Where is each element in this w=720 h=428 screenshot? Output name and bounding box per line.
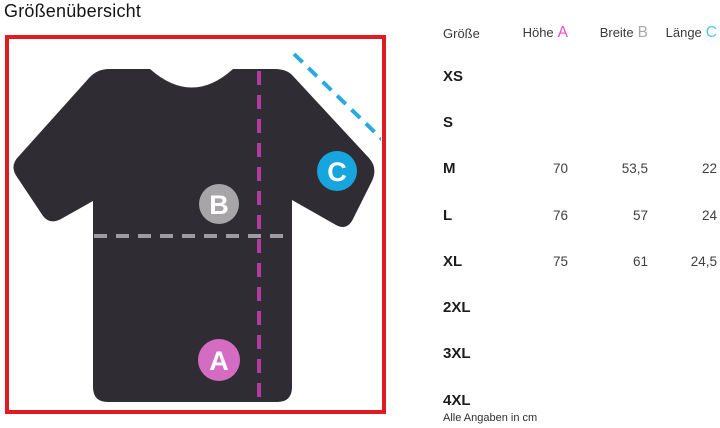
badge-a: A xyxy=(198,339,240,381)
badge-b-letter: B xyxy=(209,190,229,220)
size-label: L xyxy=(443,206,453,224)
size-label: XS xyxy=(443,67,464,85)
header-letter-b: B xyxy=(637,24,648,41)
header-letter-c: C xyxy=(705,24,717,41)
laenge-value: 24 xyxy=(701,207,717,223)
hoehe-value: 75 xyxy=(552,253,568,269)
table-row: XL 75 61 24,5 xyxy=(443,238,717,284)
header-breite: Breite B xyxy=(599,24,648,41)
laenge-measure-line xyxy=(292,52,381,141)
size-label: M xyxy=(443,160,456,178)
size-label: S xyxy=(443,113,454,131)
size-label: 4XL xyxy=(443,391,471,409)
header-laenge: Länge C xyxy=(665,24,717,41)
table-row: 3XL xyxy=(443,331,717,377)
table-row: S xyxy=(443,99,717,145)
units-note: Alle Angaben in cm xyxy=(443,412,538,424)
table-row: XS xyxy=(443,53,717,99)
size-label: 2XL xyxy=(443,299,471,317)
size-table-body: XS S M 70 53,5 22 L 76 57 24 XL 75 61 24 xyxy=(443,53,717,423)
header-hoehe: Höhe A xyxy=(522,24,568,41)
badge-b: B xyxy=(199,184,239,224)
breite-value: 53,5 xyxy=(621,161,648,177)
laenge-value: 22 xyxy=(701,161,717,177)
badge-a-letter: A xyxy=(209,346,229,376)
header-letter-a: A xyxy=(557,24,568,41)
table-row: M 70 53,5 22 xyxy=(443,146,717,192)
breite-value: 61 xyxy=(632,253,648,269)
laenge-value: 24,5 xyxy=(690,253,717,269)
tshirt-diagram: B C A xyxy=(13,52,381,407)
header-size: Größe xyxy=(443,25,480,41)
table-row: L 76 57 24 xyxy=(443,192,717,238)
badge-c-circle xyxy=(317,151,357,191)
breite-value: 57 xyxy=(632,207,648,223)
size-table: Größe Höhe A Breite B Länge C XS S M 70 53,… xyxy=(443,20,717,423)
hoehe-value: 70 xyxy=(552,161,568,177)
badge-c-letter: C xyxy=(327,157,347,187)
badge-c: C xyxy=(317,151,357,191)
table-row: 4XL xyxy=(443,377,717,423)
table-row: 2XL xyxy=(443,284,717,330)
page-title: Größenübersicht xyxy=(4,1,142,21)
size-label: 3XL xyxy=(443,345,471,363)
size-table-header: Größe Höhe A Breite B Länge C xyxy=(443,20,717,46)
badge-a-circle xyxy=(198,339,240,381)
hoehe-value: 76 xyxy=(552,207,568,223)
badge-b-circle xyxy=(199,184,239,224)
size-label: XL xyxy=(443,252,463,270)
